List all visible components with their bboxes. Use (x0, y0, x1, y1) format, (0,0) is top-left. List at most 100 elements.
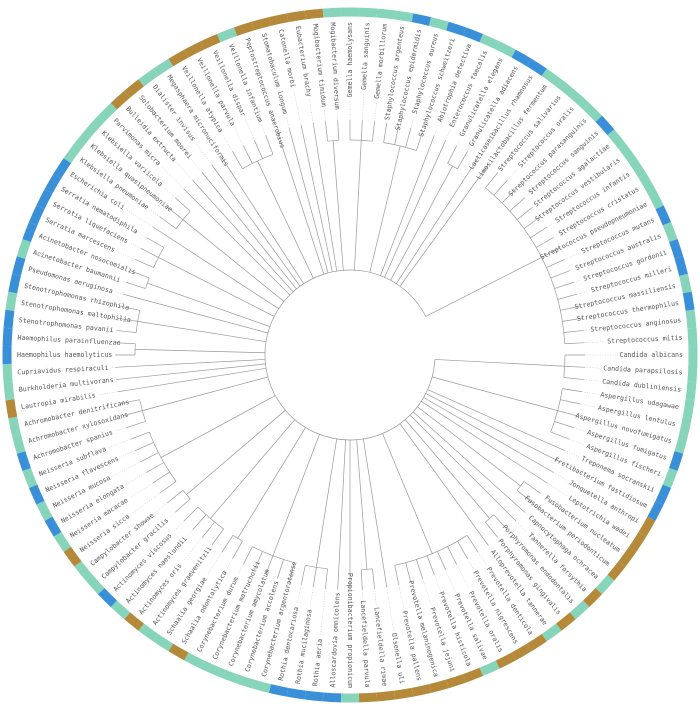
ring-segment (97, 102, 117, 122)
ring-segment (394, 687, 414, 700)
clade-branch (369, 145, 401, 273)
ring-segment (63, 143, 82, 164)
leaf-branch (416, 559, 423, 579)
leaf-branch (530, 226, 548, 239)
leader-line (115, 291, 124, 295)
leaf-branch (383, 122, 388, 143)
leader-line (546, 482, 567, 497)
leaf-branch (312, 122, 338, 272)
leaf-branch (120, 399, 140, 405)
ring-segment (8, 416, 21, 437)
leaf-branch (192, 180, 294, 293)
leaf-branch (254, 551, 263, 570)
ring-segment (526, 58, 547, 77)
ring-segment (495, 41, 516, 58)
leaf-branch (360, 120, 363, 141)
ring-segment (669, 239, 684, 259)
leader-line (126, 209, 154, 228)
ring-segment (234, 674, 254, 689)
ring-segment (184, 41, 205, 58)
leader-line (237, 564, 244, 575)
ring-segment (53, 158, 72, 179)
leader-line (163, 187, 176, 198)
leader-line (582, 391, 598, 395)
leaf-branch (405, 562, 412, 583)
leader-line (487, 544, 491, 549)
ring-segment (541, 68, 562, 87)
ring-segment (3, 381, 15, 401)
leaf-branch (243, 546, 253, 565)
leaf-branch (288, 562, 295, 583)
clade-branch (147, 282, 270, 327)
clade-branch (182, 219, 285, 302)
ring-segment (304, 8, 324, 20)
ring-segment (662, 222, 678, 243)
leader-line (131, 492, 161, 515)
taxon-label: Mogibacterium diversum (329, 22, 342, 110)
ring-segment (583, 102, 603, 122)
leaf-branch (425, 393, 560, 462)
ring-segment (376, 8, 396, 20)
clade-branch (257, 160, 314, 279)
leaf-branch (399, 423, 489, 546)
ring-segment (28, 484, 45, 505)
ring-segment (138, 68, 159, 87)
ring-segment (685, 381, 697, 401)
leaf-branch (152, 471, 170, 484)
leaf-branch (421, 401, 548, 484)
leader-line (524, 195, 528, 198)
leader-line (130, 242, 141, 249)
ring-segment (628, 531, 647, 552)
ring-segment (286, 687, 306, 700)
ring-segment (446, 674, 466, 689)
taxon-label: Gemella haemolysans (346, 22, 354, 97)
leader-line (386, 587, 394, 631)
ring-segment (153, 58, 174, 77)
leaf-branch (130, 270, 150, 279)
leaf-branch (536, 237, 554, 248)
leaf-branch (312, 567, 317, 588)
ring-segment (217, 667, 238, 683)
leaf-branch (550, 270, 570, 279)
ring-segment (655, 484, 672, 505)
taxon-label: Haemophilus haemolyticus (17, 351, 112, 359)
leader-line (553, 472, 568, 481)
ring-segment (479, 33, 500, 50)
ring-segment (110, 600, 131, 620)
leaf-branch (126, 282, 146, 289)
ring-segment (16, 239, 31, 259)
ring-segment (36, 189, 53, 210)
leaf-branch (116, 330, 137, 333)
leaf-branch (192, 514, 207, 530)
leader-line (117, 251, 136, 260)
leaf-branch (146, 237, 164, 248)
ring-segment (674, 256, 688, 276)
leader-line (155, 502, 168, 513)
ring-segment (541, 623, 562, 642)
leaf-branch (447, 145, 457, 164)
ring-segment (376, 690, 396, 702)
taxon-label: Rothia aeria (311, 638, 324, 686)
clade-branch (390, 165, 453, 281)
leaf-branch (384, 140, 446, 278)
leaf-branch (183, 188, 291, 296)
ring-segment (251, 17, 271, 31)
leader-line (579, 403, 596, 408)
clade-branch (142, 376, 268, 411)
leaf-branch (183, 506, 199, 522)
leaf-branch (140, 248, 159, 258)
clade-branch (158, 257, 275, 317)
leader-line (374, 101, 377, 122)
leader-line (456, 564, 470, 590)
ring-segment (556, 79, 576, 98)
leader-line (112, 461, 141, 477)
leader-line (569, 438, 585, 446)
leader-line (244, 118, 255, 141)
taxon-label: Cupriavidus respiraculi (17, 364, 109, 377)
ring-segment (669, 451, 684, 471)
leaf-branch (485, 521, 499, 538)
leader-line (445, 569, 456, 592)
leaf-branch (380, 135, 435, 276)
ring-segment (685, 309, 697, 329)
ring-segment (85, 115, 105, 136)
